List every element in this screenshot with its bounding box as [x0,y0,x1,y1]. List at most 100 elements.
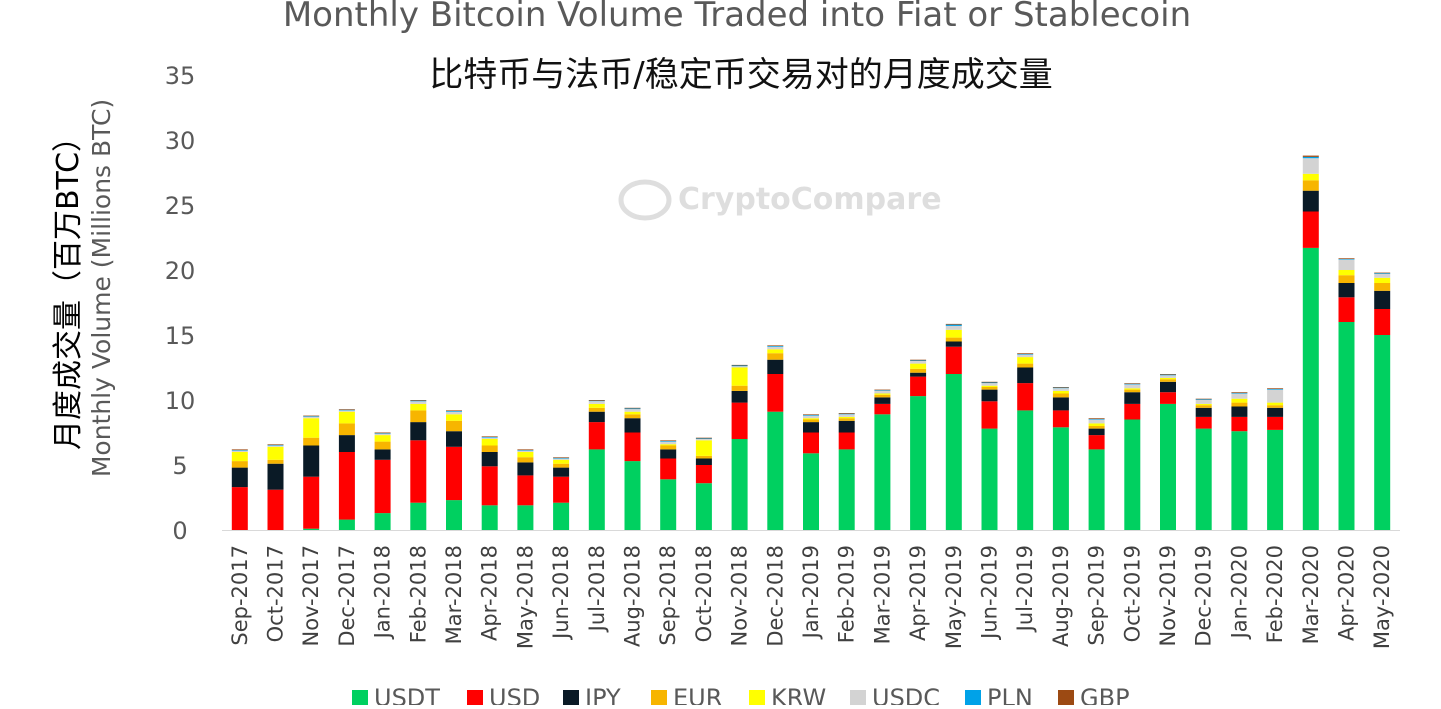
bar-segment-usdc [803,415,819,419]
x-tick-label: Dec-2018 [763,545,787,647]
y-axis-label: Monthly Volume (Millions BTC) [87,99,116,477]
bar-segment-usd [338,452,355,520]
x-tick-label: Apr-2018 [478,545,502,641]
legend-swatch [1058,690,1074,706]
bar-segment-usdc [481,437,498,439]
bar-segment-usdc [1374,273,1391,278]
bar-segment-usd [910,376,927,397]
x-tick-label: Feb-2020 [1263,545,1287,643]
y-tick-label: 15 [165,322,196,350]
bar-segment-usd [481,466,498,506]
bar-segment-usdt [910,396,927,530]
y-axis-titles: 月度成交量（百万BTC） Monthly Volume (Millions BT… [51,99,116,477]
bar-segment-eur [1302,180,1319,191]
bar-segment-usdt [1195,428,1212,530]
bar-stack [695,437,712,530]
legend-label: PLN [987,684,1033,705]
bar-segment-krw [624,411,641,415]
legend-item-jpy: JPY [563,684,621,709]
bar-segment-usdt [588,449,605,530]
bar-stack [1231,392,1248,530]
bar-segment-krw [338,411,355,424]
bar-segment-jpy [874,397,891,404]
bar-segment-jpy [303,445,320,477]
bar-segment-pln [231,450,248,451]
bar-segment-gbp [588,400,605,401]
x-tick-label: Oct-2019 [1120,545,1144,642]
bar-stack [267,444,284,530]
bar-segment-krw [1052,390,1069,394]
bar-segment-usdc [1017,354,1034,358]
bar-segment-gbp [945,323,962,325]
bar-segment-pln [624,408,641,410]
bar-segment-jpy [838,420,855,433]
x-tick-label: May-2019 [942,545,966,649]
bar-segment-usd [517,475,534,506]
bar-segment-jpy [446,431,462,447]
bar-segment-usdc [1267,389,1284,403]
bar-segment-usdt [1160,403,1176,530]
x-tick-label: Jun-2019 [978,545,1002,641]
bar-segment-usdt [1374,335,1391,530]
bar-segment-usdc [1088,419,1105,424]
bar-segment-gbp [803,414,819,415]
bar-segment-jpy [1302,190,1319,212]
bar-segment-gbp [1195,398,1212,400]
bar-segment-pln [1338,258,1355,260]
bar-segment-jpy [1267,407,1284,417]
bar-segment-pln [588,400,605,402]
bar-segment-krw [303,418,320,438]
bar-segment-pln [731,365,748,367]
bar-segment-pln [838,413,855,415]
bar-segment-gbp [1088,418,1105,419]
bar-segment-pln [374,433,391,434]
bar-segment-usd [695,465,712,484]
bar-stack [803,414,819,530]
bar-segment-usdc [1124,384,1141,389]
bar-segment-eur [374,441,391,450]
bar-segment-eur [410,410,427,423]
bar-segment-eur [803,419,819,423]
bar-segment-usd [267,489,284,530]
bar-segment-usdt [874,414,891,530]
bar-segment-krw [481,439,498,446]
bar-segment-gbp [267,444,284,445]
bar-stack [731,364,748,530]
x-tick-label: Dec-2017 [335,545,359,647]
bar-segment-usdt [660,479,677,530]
bar-segment-usd [1124,403,1141,420]
bar-segment-pln [481,437,498,438]
bar-segment-usd [874,403,891,415]
bar-segment-eur [767,353,784,360]
bar-segment-krw [731,367,748,386]
y-axis-label-cn: 月度成交量（百万BTC） [51,122,86,450]
x-tick-label: Sep-2019 [1085,545,1109,646]
bar-segment-usdt [553,502,570,530]
bar-segment-jpy [231,467,248,488]
bar-segment-usd [838,432,855,450]
bar-segment-usdc [695,439,712,441]
bar-segment-usdc [1195,400,1212,404]
bar-segment-jpy [1017,367,1034,384]
bar-segment-usdc [1052,388,1069,391]
x-tick-label: Jul-2019 [1013,545,1037,633]
chart-subtitle: 比特币与法币/稳定币交易对的月度成交量 [429,55,1052,95]
bar-stack [553,457,570,530]
bar-segment-gbp [1124,383,1141,384]
bar-segment-pln [1052,387,1069,389]
bar-segment-jpy [1231,406,1248,417]
bar-segment-gbp [767,345,784,346]
legend-label: JPY [583,684,621,705]
bar-segment-gbp [981,381,998,383]
bar-segment-usdt [481,505,498,530]
x-tick-label: Jun-2018 [549,545,573,641]
legend-label: USD [489,684,540,705]
bar-segment-jpy [731,390,748,403]
x-tick-label: Jul-2018 [585,545,609,633]
bar-segment-usdt [1338,322,1355,530]
bar-segment-eur [231,461,248,468]
bar-segment-usdc [624,409,641,412]
bar-segment-jpy [1338,283,1355,298]
bar-segment-gbp [517,449,534,451]
